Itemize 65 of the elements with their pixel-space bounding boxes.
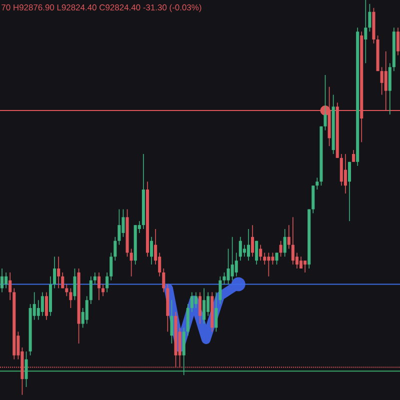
annotation: 70 H92876.90 L92824.40 C92824.40 -31.30 (-0.03%) <box>2 4 202 12</box>
candlestick <box>162 268 166 293</box>
candlestick <box>4 272 8 289</box>
candlestick <box>263 252 266 265</box>
candlestick <box>130 248 133 277</box>
candlestick <box>234 252 238 277</box>
candlestick <box>97 272 101 300</box>
candlestick <box>222 272 226 285</box>
candlestick <box>388 62 392 115</box>
candlestick <box>396 27 400 56</box>
candlestick <box>246 228 250 262</box>
candlestick <box>194 292 198 308</box>
candlestick <box>24 351 28 388</box>
candlestick <box>118 208 121 246</box>
candlestick <box>93 272 96 285</box>
candlestick <box>198 292 202 324</box>
candlestick <box>190 292 194 312</box>
candlestick <box>44 292 48 320</box>
candlestick <box>214 292 218 332</box>
candlestick <box>344 154 347 194</box>
candlestick <box>170 300 174 344</box>
candlestick <box>73 268 76 300</box>
candlestick <box>89 276 92 304</box>
candlestick <box>36 300 40 320</box>
candlestick <box>106 272 109 293</box>
candlestick <box>291 216 294 265</box>
candlestick <box>8 272 12 300</box>
candlestick <box>352 150 356 162</box>
candlestick <box>267 252 270 277</box>
candlestick <box>368 4 372 32</box>
candlestick <box>251 224 254 258</box>
candlestick <box>40 292 44 316</box>
candlestick <box>230 236 234 281</box>
candlestick <box>186 304 190 336</box>
candlestick <box>255 240 258 265</box>
candlestick <box>206 292 210 316</box>
candlestick <box>218 276 222 304</box>
candlestick <box>85 296 88 324</box>
candlestick <box>324 74 327 131</box>
candlestick <box>283 228 286 258</box>
candlestick <box>279 240 282 258</box>
candlestick <box>364 0 368 64</box>
candlestick <box>57 256 60 289</box>
candlestick <box>312 185 315 214</box>
candlestick <box>202 288 206 324</box>
candlestick <box>114 236 117 262</box>
candlestick <box>259 244 262 262</box>
candlestick <box>61 272 64 289</box>
candlestick <box>0 268 4 293</box>
candlestick <box>380 66 384 96</box>
candlestick <box>275 252 278 265</box>
candlestick <box>53 256 56 289</box>
candlestick <box>226 248 230 285</box>
candlestick <box>122 208 125 238</box>
candlestick <box>340 154 343 186</box>
candlestick <box>150 236 154 265</box>
candlestick <box>182 327 186 376</box>
candlestick <box>238 236 242 262</box>
candlestick <box>287 224 290 250</box>
candlestick <box>304 260 307 273</box>
candlestick <box>271 252 274 265</box>
candlestick <box>69 288 72 308</box>
candlestick <box>316 177 319 190</box>
candlestick <box>110 252 113 281</box>
candlestick <box>348 161 352 222</box>
